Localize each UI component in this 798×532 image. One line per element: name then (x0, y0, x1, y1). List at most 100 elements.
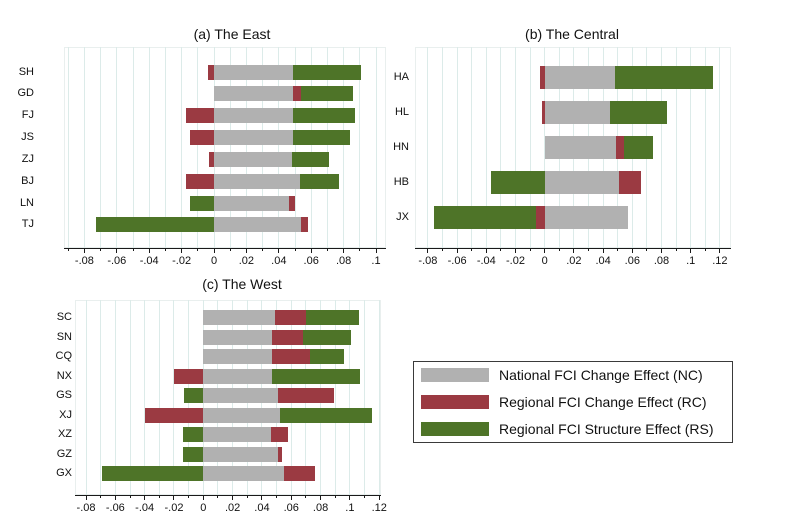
gridline (310, 47, 312, 248)
category-label: LN (19, 196, 34, 209)
bar-segment-rs (433, 205, 536, 229)
tick-mark-minor (276, 496, 278, 498)
bar-segment-rs (95, 217, 214, 233)
tick-label: -.06 (447, 255, 467, 267)
gridline (217, 300, 219, 495)
category-label: XJ (59, 408, 72, 421)
gridline (375, 47, 377, 248)
bar-segment-rc (283, 466, 315, 482)
tick-mark-minor (588, 249, 589, 251)
tick-label: 0 (541, 255, 548, 267)
x-axis-line (64, 248, 386, 249)
tick-mark-major (485, 249, 487, 253)
bar-segment-rc (293, 86, 302, 102)
gridline (202, 300, 204, 495)
gridline (602, 47, 604, 248)
legend-label-rc: Regional FCI Change Effect (RC) (499, 394, 707, 410)
gridline (515, 47, 516, 248)
tick-mark-major (573, 249, 575, 253)
bar-segment-rc (173, 368, 204, 384)
tick-label: .06 (624, 255, 640, 267)
tick-label: 0 (210, 255, 218, 267)
category-label: SC (56, 311, 72, 324)
tick-label: -.08 (418, 255, 438, 267)
tick-mark-minor (229, 249, 231, 251)
bar-segment-rs (102, 466, 204, 482)
tick-label: -.06 (105, 502, 125, 514)
category-label: BJ (21, 174, 34, 187)
tick-label: -.08 (74, 255, 94, 267)
gridline (558, 47, 560, 248)
x-axis-line (415, 248, 731, 249)
tick-mark-major (213, 249, 215, 253)
tick-mark-minor (100, 249, 102, 251)
tick-mark-major (290, 496, 292, 500)
tick-label: .12 (371, 502, 387, 514)
tick-mark-minor (500, 249, 502, 251)
gridline (232, 300, 234, 495)
bar-segment-nc (214, 195, 289, 211)
gridline (359, 47, 361, 248)
tick-label: 0 (200, 502, 207, 514)
category-label: HA (393, 71, 409, 84)
legend-swatch-rs-icon (421, 422, 489, 436)
gridline (588, 47, 589, 248)
bar-segment-nc (203, 407, 280, 423)
gridline (617, 47, 619, 248)
gridline (573, 47, 575, 248)
bar-segment-rc (186, 108, 214, 124)
bar-segment-rs (189, 195, 214, 211)
bar-segment-rs (302, 329, 352, 345)
gridline (148, 47, 150, 248)
bar-segment-rc (619, 170, 642, 194)
tick-mark-major (375, 249, 377, 253)
tick-label: .08 (335, 255, 352, 267)
gridline (704, 47, 706, 248)
gridline (719, 47, 721, 248)
gridline (320, 300, 322, 495)
bar-segment-rs (310, 349, 345, 365)
category-label: JX (396, 210, 409, 223)
tick-mark-major (85, 496, 87, 500)
tick-mark-minor (529, 249, 531, 251)
tick-label: -.04 (139, 255, 159, 267)
tick-label: -.08 (76, 502, 96, 514)
gridline (85, 300, 87, 495)
tick-mark-major (148, 249, 150, 253)
category-label: CQ (55, 350, 73, 363)
x-axis-line (75, 495, 381, 496)
bar-segment-rc (270, 427, 289, 443)
bar-segment-rs (301, 86, 354, 102)
panel-b-title: (b) The Central (525, 26, 619, 42)
bar-segment-rs (490, 170, 545, 194)
tick-label: .04 (271, 255, 287, 267)
bar-segment-rs (293, 64, 362, 80)
bar-segment-rs (182, 446, 204, 462)
category-label: HN (393, 141, 409, 153)
gridline (427, 47, 429, 248)
bar-segment-nc (214, 64, 294, 80)
gridline (129, 300, 131, 495)
category-label: SH (18, 65, 34, 78)
category-label: ZJ (21, 152, 34, 165)
gridline (364, 300, 366, 495)
tick-label: .06 (303, 255, 319, 267)
bar-segment-rc (272, 329, 303, 345)
tick-mark-major (173, 496, 175, 500)
bar-segment-rc (144, 407, 204, 423)
gridline (646, 47, 648, 248)
bar-segment-nc (544, 66, 615, 90)
bar-segment-rs (614, 66, 713, 90)
category-label: NX (56, 369, 72, 382)
tick-mark-major (181, 249, 183, 253)
bar-segment-nc (203, 466, 284, 482)
gridline (334, 300, 336, 495)
tick-mark-major (343, 249, 345, 253)
tick-mark-minor (197, 249, 199, 251)
tick-mark-major (515, 249, 516, 253)
tick-mark-major (232, 496, 234, 500)
bar-segment-rc (288, 195, 295, 211)
